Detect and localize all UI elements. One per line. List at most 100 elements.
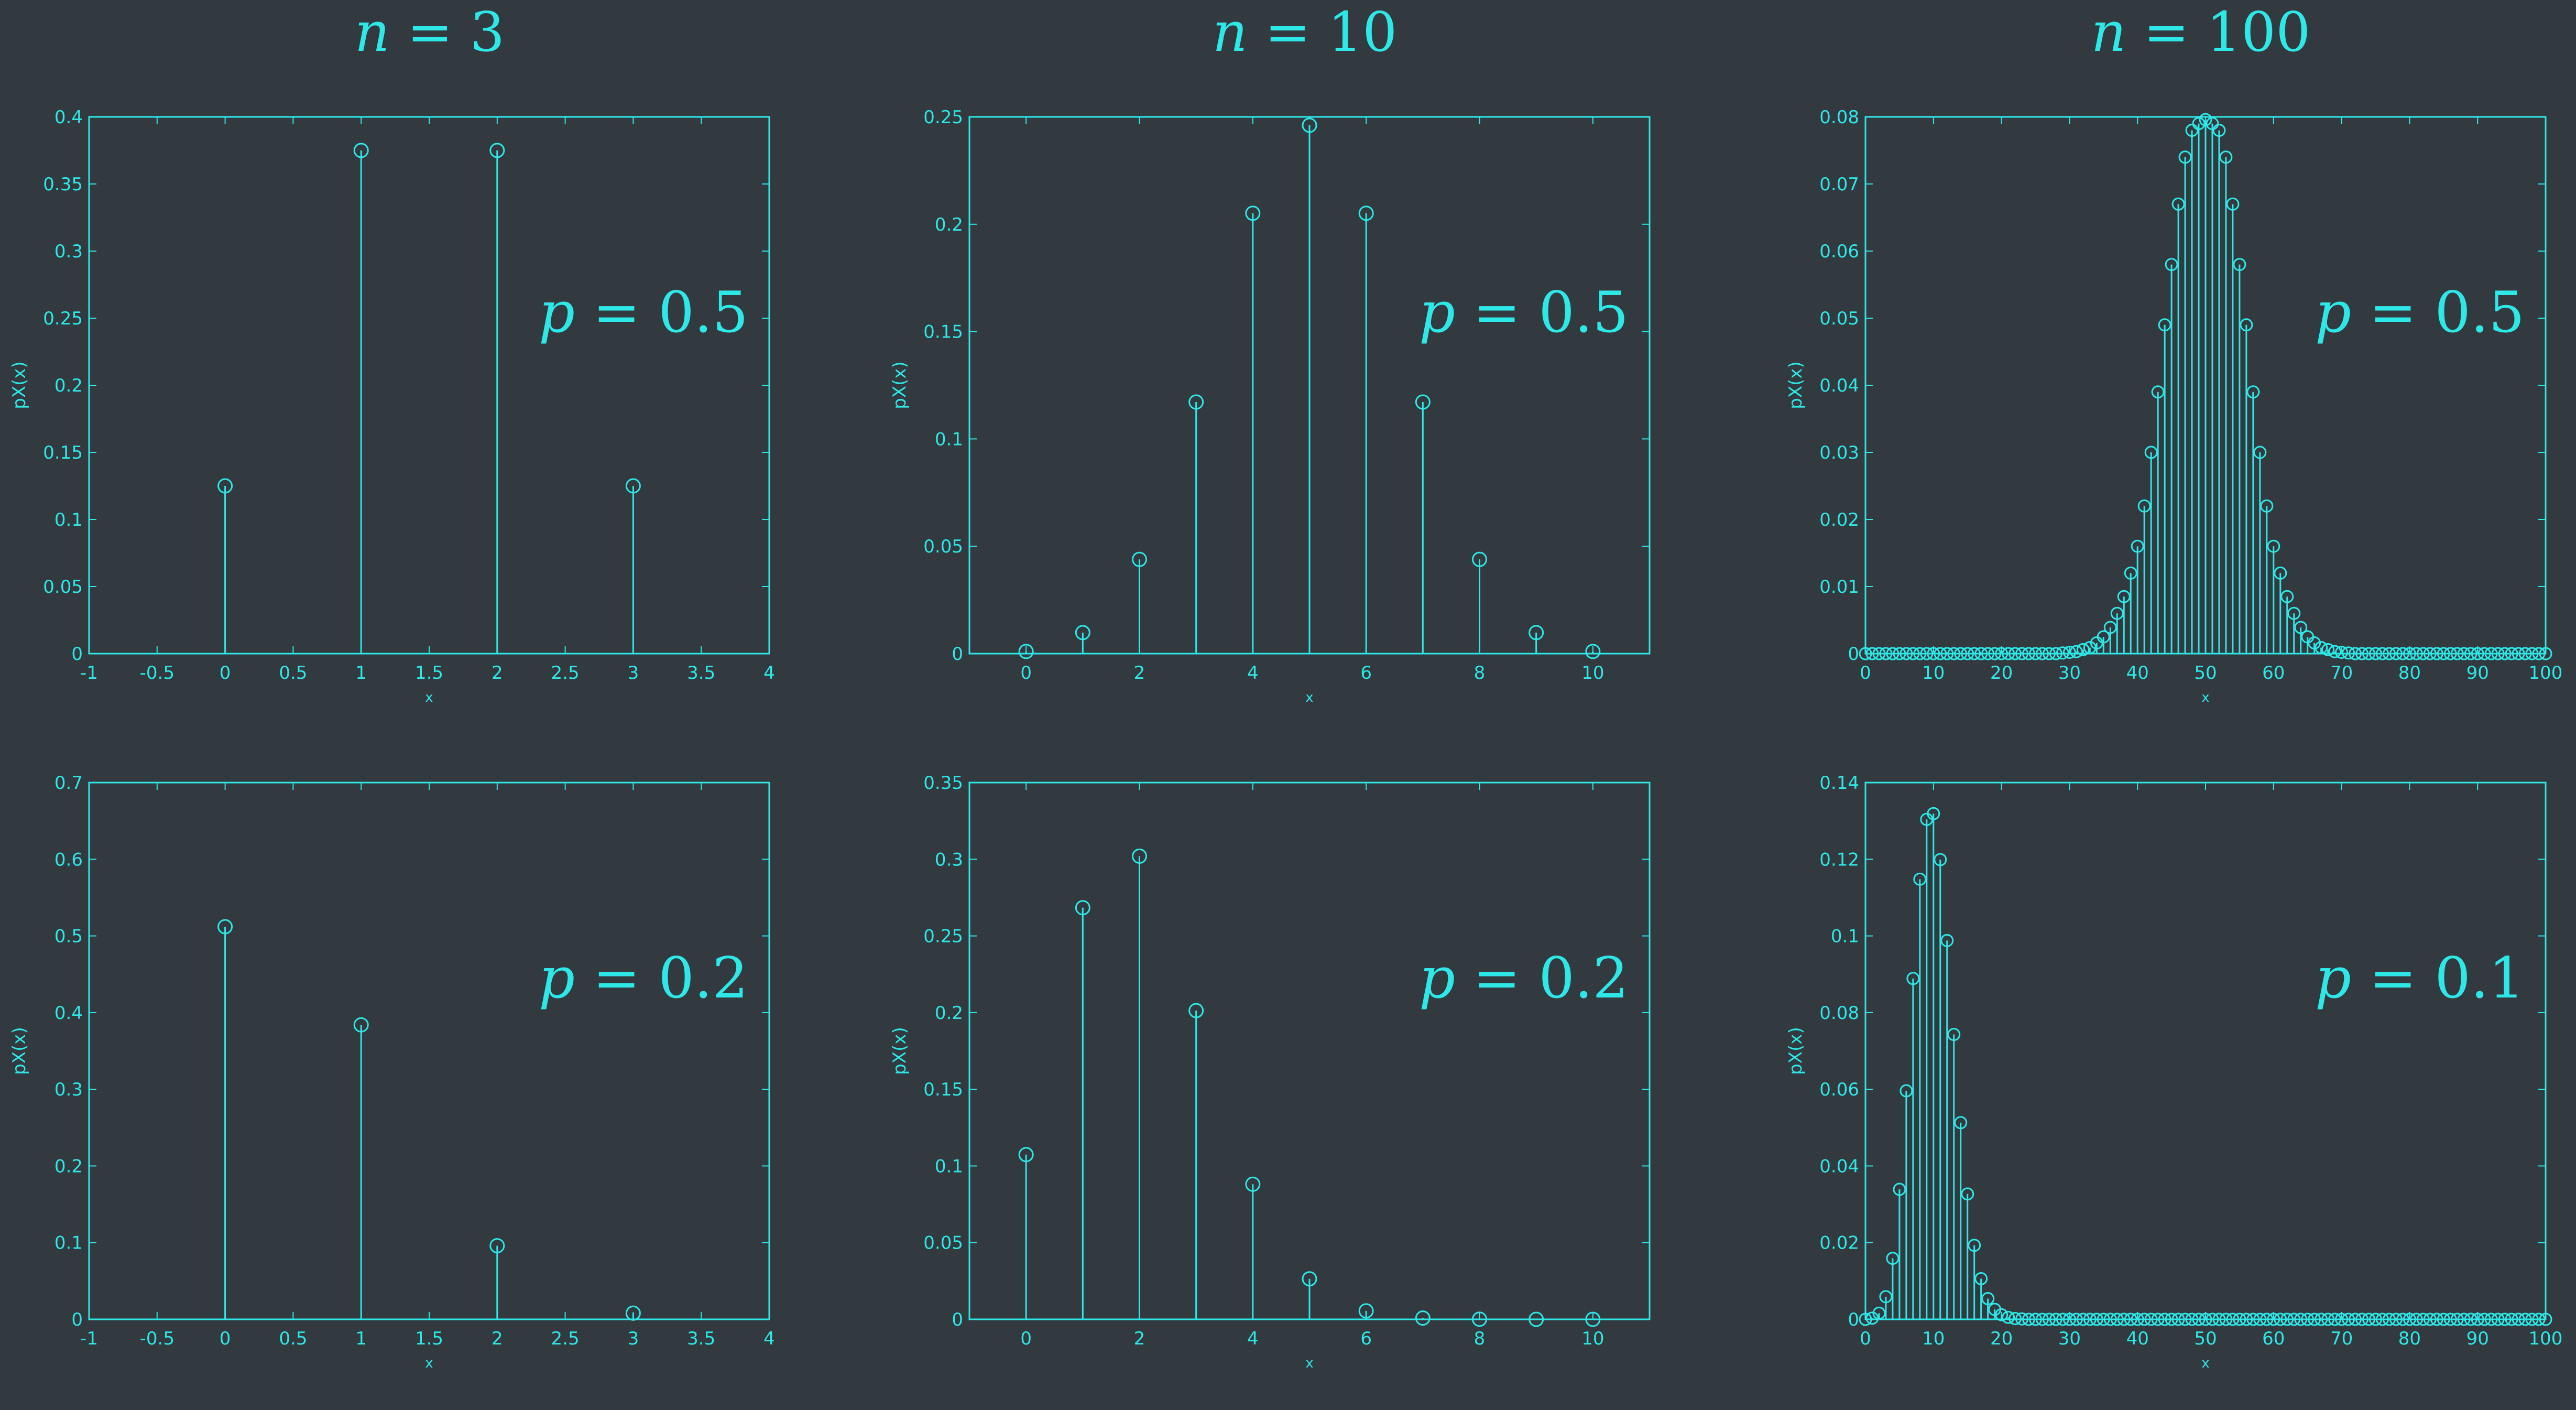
data-point — [2437, 1313, 2450, 1326]
x-tick-label: 2.5 — [551, 663, 580, 684]
y-tick-label: 0.03 — [1819, 442, 1859, 463]
data-point — [2518, 1313, 2532, 1326]
data-point — [1913, 647, 1927, 660]
chart-n3-p05: 0 0.05 0.1 0.15 0.2 0.25 0.3 0.35 0.4 -1 -0.5 0 0.5 1… — [0, 63, 849, 744]
data-point — [1075, 900, 1090, 916]
data-point — [2185, 1313, 2199, 1326]
p-annotation-variable: p — [539, 280, 575, 345]
data-point — [2137, 499, 2151, 513]
data-point — [1472, 551, 1487, 567]
title-equation: = 10 — [1247, 0, 1398, 64]
x-tick-label: 1.5 — [415, 1328, 443, 1349]
data-point — [2349, 647, 2362, 660]
data-point — [1913, 872, 1927, 886]
data-point — [1927, 807, 1940, 820]
data-point — [2280, 1313, 2294, 1326]
data-point — [1974, 1272, 1988, 1285]
data-point — [2009, 1312, 2022, 1326]
data-point — [2178, 150, 2192, 164]
data-point — [2512, 1313, 2525, 1326]
title-variable: n — [1212, 0, 1248, 64]
data-point — [2416, 1313, 2430, 1326]
x-axis-label: x — [425, 690, 433, 706]
data-point — [1415, 394, 1431, 410]
chart-svg: 0 0.05 0.1 0.15 0.2 0.25 0.3 0.35 0 2 4 6 8 10 pX(x) x p… — [889, 773, 1651, 1371]
data-point — [2498, 1313, 2512, 1326]
x-tick-label: -0.5 — [140, 1328, 174, 1349]
y-tick-label: 0.1 — [935, 429, 963, 450]
data-point — [1961, 1187, 1974, 1201]
x-tick-label: 10 — [1581, 663, 1604, 684]
x-axis-label: x — [1305, 690, 1313, 706]
y-tick-label: 0.05 — [923, 1233, 963, 1254]
data-point — [2090, 1313, 2103, 1326]
data-point — [2450, 647, 2464, 660]
y-tick-label: 0.08 — [1819, 1003, 1859, 1024]
data-point — [625, 1305, 641, 1321]
data-point — [1968, 1239, 1981, 1252]
data-point — [1879, 647, 1893, 660]
data-point — [2069, 645, 2083, 658]
y-tick-label: 0.04 — [1819, 375, 1859, 396]
x-tick-label: 90 — [2466, 1328, 2489, 1349]
data-point — [2240, 318, 2253, 332]
y-tick-label: 0.2 — [54, 375, 83, 396]
data-point — [2212, 124, 2226, 137]
data-point — [1886, 1252, 1900, 1265]
data-point — [2477, 647, 2491, 660]
x-tick-label: 6 — [1360, 663, 1372, 684]
y-axis-label: pX(x) — [889, 361, 910, 409]
chart-svg: 0 0.1 0.2 0.3 0.4 0.5 0.6 0.7 -1 -0.5 0 0.5 1 1.5 2 2.5… — [9, 773, 775, 1371]
x-axis-label: x — [1305, 1355, 1313, 1371]
data-point — [1968, 647, 1981, 660]
data-point — [1947, 647, 1961, 660]
data-point — [489, 143, 505, 158]
data-point — [2110, 1313, 2124, 1326]
data-point — [2382, 647, 2396, 660]
y-tick-label: 0.3 — [54, 1079, 83, 1100]
x-tick-label: 30 — [2058, 1328, 2081, 1349]
data-point — [2287, 606, 2301, 620]
plot-frame — [968, 782, 1651, 1320]
data-point — [2022, 647, 2036, 660]
x-tick-label: 10 — [1922, 663, 1945, 684]
data-point — [1954, 647, 1968, 660]
data-point — [2342, 646, 2355, 660]
data-point — [1865, 647, 1879, 660]
data-point — [2246, 385, 2260, 399]
data-point — [1358, 205, 1374, 221]
data-point — [1872, 1306, 1886, 1320]
data-point — [2253, 1313, 2267, 1326]
data-point — [2471, 647, 2484, 660]
y-tick-label: 0.15 — [923, 322, 963, 343]
data-point — [1974, 647, 1988, 660]
chart-svg: 0 0.05 0.1 0.15 0.2 0.25 0 2 4 6 8 10 pX(x) x p = 0.5 — [889, 107, 1651, 706]
data-point — [2450, 1313, 2464, 1326]
data-point — [2103, 621, 2117, 634]
data-point — [2287, 1313, 2301, 1326]
y-tick-label: 0.06 — [1819, 241, 1859, 262]
y-tick-label: 0.25 — [43, 308, 83, 329]
data-point — [2076, 1313, 2090, 1326]
data-point — [2498, 647, 2512, 660]
x-tick-label: -1 — [80, 1328, 98, 1349]
data-point — [1132, 551, 1147, 567]
data-point — [2226, 1313, 2240, 1326]
data-point — [2464, 647, 2477, 660]
data-point — [1302, 1271, 1317, 1287]
data-point — [1415, 1310, 1431, 1326]
y-tick-label: 0.4 — [54, 107, 83, 128]
y-tick-label: 0.15 — [923, 1079, 963, 1100]
data-point — [2049, 1313, 2062, 1326]
data-point — [2056, 1313, 2069, 1326]
x-tick-label: 100 — [2529, 663, 2563, 684]
y-tick-label: 0.35 — [923, 773, 963, 794]
data-point — [2505, 647, 2518, 660]
data-point — [2349, 1313, 2362, 1326]
y-tick-label: 0.25 — [923, 926, 963, 947]
data-point — [2294, 1313, 2308, 1326]
x-tick-label: 20 — [1990, 1328, 2013, 1349]
data-point — [2315, 1313, 2328, 1326]
x-tick-label: 40 — [2126, 663, 2149, 684]
p-annotation: p = 0.2 — [539, 946, 748, 1011]
